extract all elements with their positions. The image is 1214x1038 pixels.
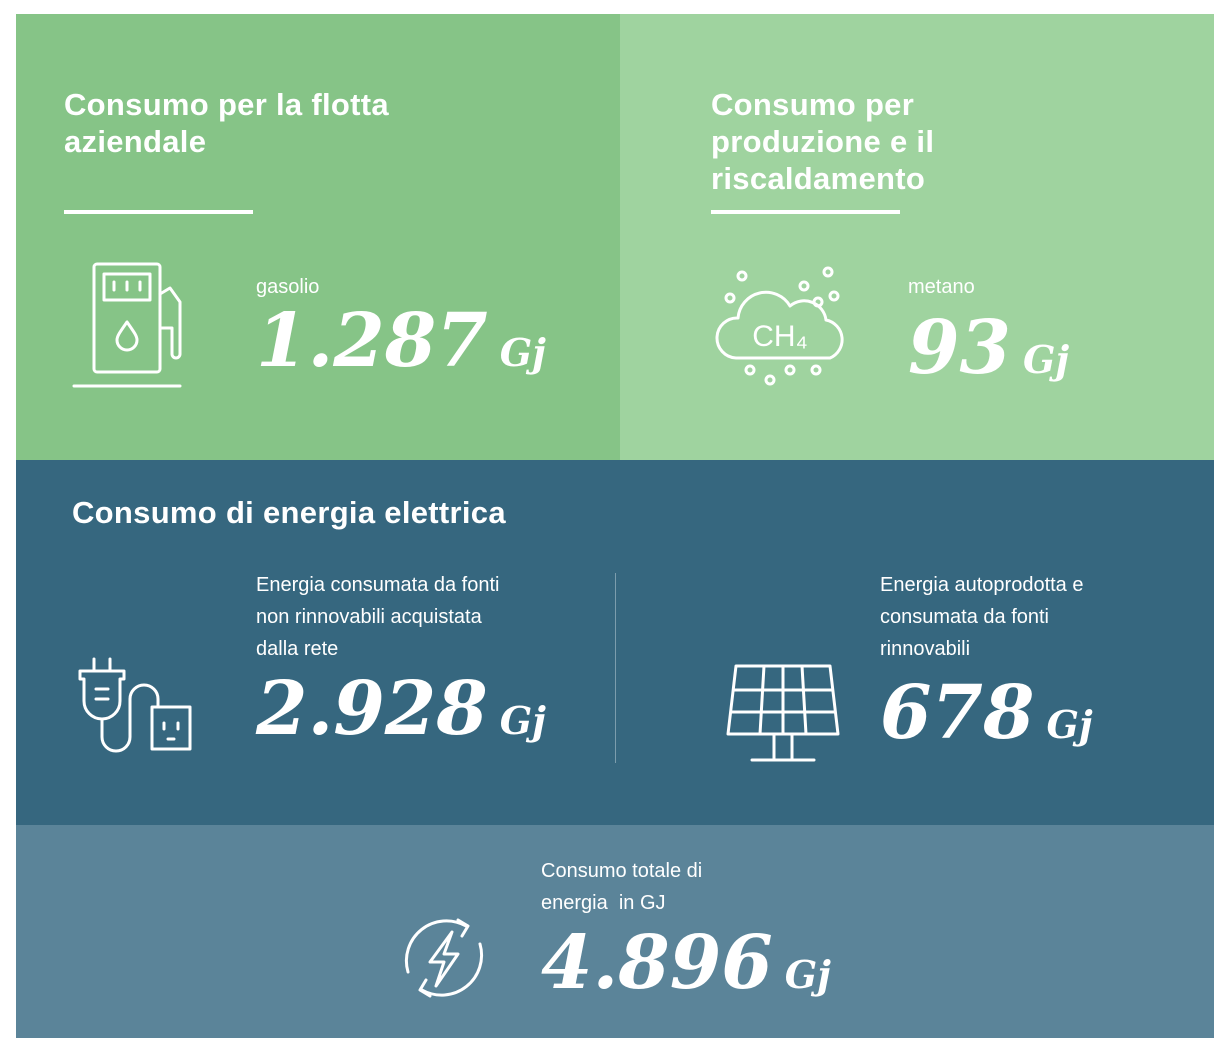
plug-icon	[78, 657, 192, 753]
icon-text: CH₄	[752, 320, 808, 353]
value: 678 Gj	[880, 670, 1093, 756]
separator	[615, 573, 616, 763]
value: 93 Gj	[908, 305, 1069, 391]
value-number: 4.896	[541, 920, 773, 1006]
fuel-label: gasolio	[256, 276, 320, 298]
methane-icon: CH₄	[715, 266, 844, 386]
value: 2.928 Gj	[256, 666, 546, 752]
item-label: Energia autoprodotta e consumata da font…	[880, 574, 1084, 660]
value-unit: Gj	[1046, 702, 1093, 747]
section-title: Consumo per produzione e il riscaldament…	[711, 87, 935, 196]
section-title: Consumo per la flotta aziendale	[64, 87, 389, 159]
total-label: Consumo totale di energia in GJ	[541, 860, 708, 914]
value-unit: Gj	[1022, 337, 1070, 382]
value-unit: Gj	[784, 952, 831, 997]
value-unit: Gj	[499, 330, 546, 375]
section-title: Consumo di energia elettrica	[72, 495, 506, 530]
divider	[64, 210, 253, 214]
methane-label: metano	[908, 276, 975, 298]
value-unit: Gj	[499, 698, 546, 743]
value-number: 1.287	[256, 298, 488, 384]
item-label: Energia consumata da fonti non rinnovabi…	[256, 574, 500, 660]
energy-icon	[404, 918, 484, 998]
value: 1.287 Gj	[256, 298, 546, 384]
solar-panel-icon	[726, 664, 840, 762]
value-number: 678	[880, 670, 1035, 756]
value-number: 2.928	[256, 666, 488, 752]
divider	[711, 210, 900, 214]
fuel-pump-icon	[72, 262, 182, 388]
value: 4.896 Gj	[541, 920, 831, 1006]
total-panel	[16, 825, 1214, 1038]
production-panel	[620, 14, 1214, 460]
fleet-panel	[16, 14, 620, 460]
value-number: 93	[908, 305, 1011, 391]
